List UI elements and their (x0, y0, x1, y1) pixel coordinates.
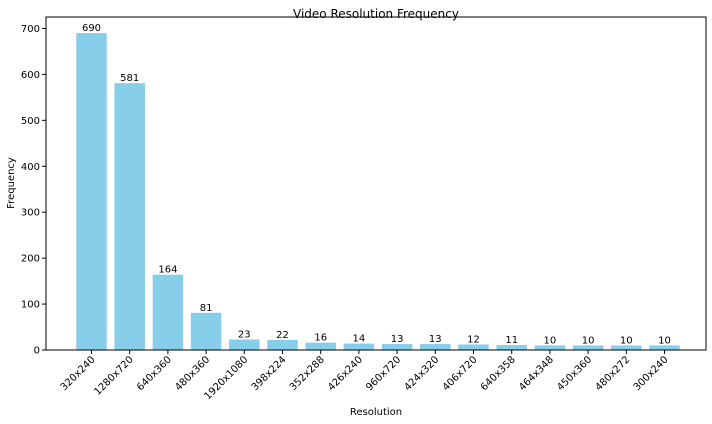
bar-value-label: 581 (120, 73, 139, 84)
bar (649, 345, 680, 350)
bar (229, 339, 260, 350)
bar-value-label: 11 (505, 335, 518, 346)
x-tick-label: 480x360 (173, 354, 212, 393)
bar-value-label: 12 (467, 334, 480, 345)
bar (572, 345, 604, 350)
chart-title: Video Resolution Frequency (293, 7, 459, 21)
x-tick-label: 300x240 (632, 354, 671, 393)
y-tick-label: 600 (21, 70, 40, 81)
x-tick-label: 406x720 (441, 354, 480, 393)
bar (420, 344, 451, 350)
x-tick-label: 1280x720 (92, 354, 135, 397)
x-tick-label: 398x224 (250, 354, 289, 393)
x-tick-label: 960x720 (364, 354, 403, 393)
x-tick-label: 450x360 (555, 354, 594, 393)
y-tick-label: 500 (21, 116, 40, 127)
x-tick-label: 424x320 (402, 354, 441, 393)
bar-value-label: 10 (658, 335, 671, 346)
bar (152, 274, 184, 350)
x-axis-label: Resolution (350, 407, 402, 418)
x-tick-label: 640x360 (135, 354, 174, 393)
bar (343, 343, 375, 350)
y-tick-label: 100 (21, 300, 40, 311)
bar-value-label: 10 (620, 335, 633, 346)
y-tick-label: 300 (21, 208, 40, 219)
x-tick-label: 640x358 (479, 354, 518, 393)
bar-value-label: 10 (544, 335, 557, 346)
bar-value-label: 16 (314, 333, 327, 344)
bar-value-label: 10 (582, 335, 595, 346)
bar (611, 345, 642, 350)
bar-value-label: 81 (200, 303, 213, 314)
bar (496, 344, 527, 350)
x-tick-label: 320x240 (59, 354, 98, 393)
bar (267, 339, 298, 350)
bar-value-label: 690 (82, 23, 101, 34)
y-axis-label: Frequency (6, 157, 17, 209)
bar-value-label: 164 (158, 265, 177, 276)
plot-area: 0 100 200 300 400 500 600 700 690 320x240 581 1280x… (21, 23, 680, 402)
bar (305, 342, 336, 350)
bar-value-label: 13 (391, 334, 404, 345)
x-tick-label: 480x272 (593, 354, 632, 393)
bar-value-label: 23 (238, 329, 251, 340)
y-tick-label: 400 (21, 162, 40, 173)
x-tick-label: 352x288 (288, 354, 327, 393)
x-tick-label: 426x240 (326, 354, 365, 393)
bar (76, 33, 107, 350)
y-tick-label: 200 (21, 254, 40, 265)
bar (114, 83, 145, 350)
bar (381, 344, 413, 350)
x-tick-label: 464x348 (517, 354, 556, 393)
bar (190, 312, 222, 350)
bar-value-label: 22 (276, 330, 289, 341)
y-tick-label: 700 (21, 24, 40, 35)
plot-frame (45, 16, 707, 351)
bar-value-label: 13 (429, 334, 442, 345)
bar (458, 344, 489, 350)
bar-value-label: 14 (353, 334, 366, 345)
bar (534, 345, 566, 350)
y-tick-label: 0 (34, 346, 40, 357)
